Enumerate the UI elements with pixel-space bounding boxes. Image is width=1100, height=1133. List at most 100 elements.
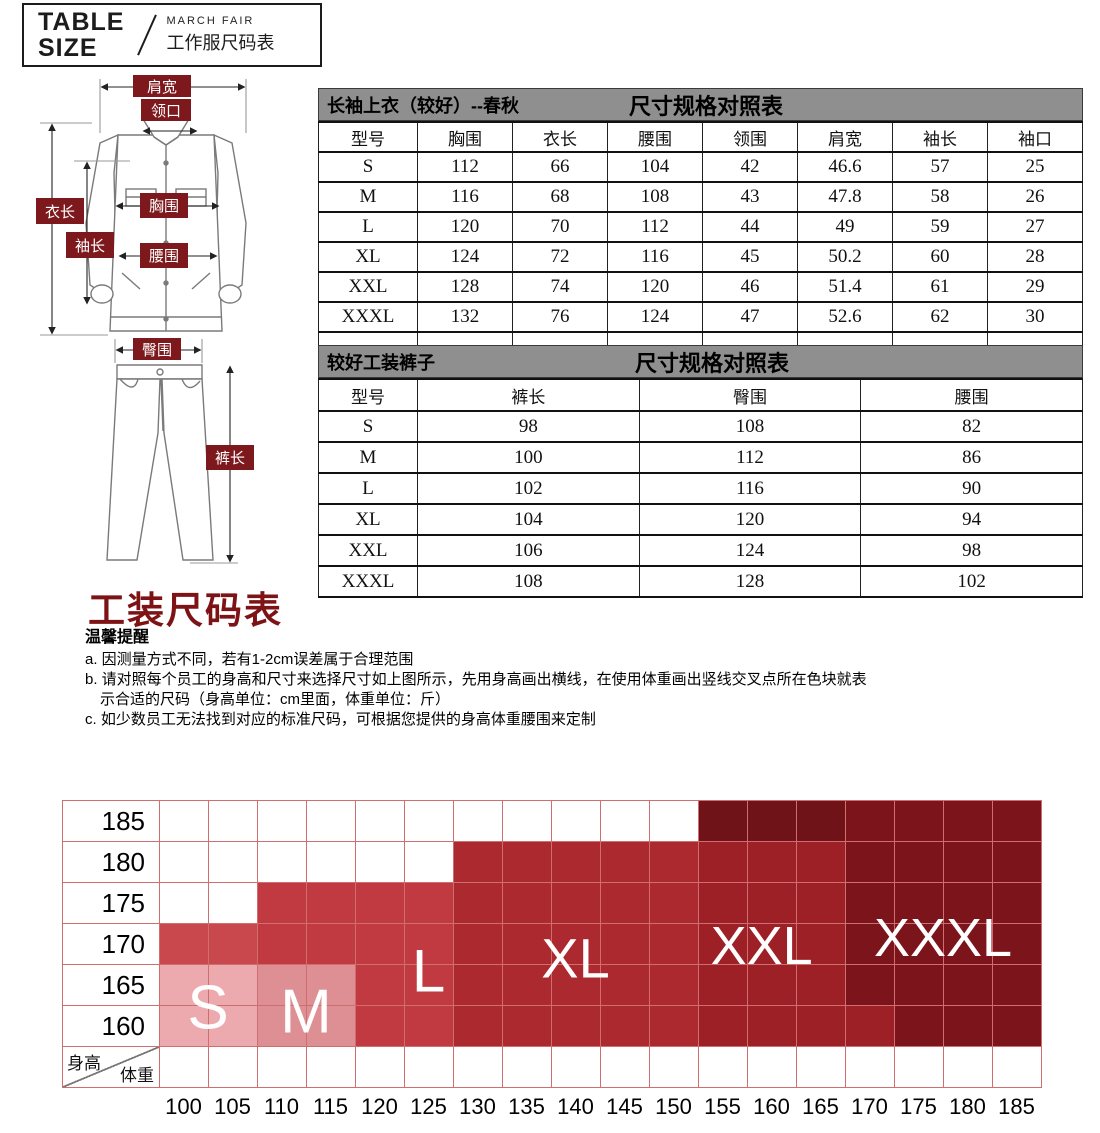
table-cell: 61 xyxy=(892,271,988,303)
weight-axis-label: 125 xyxy=(410,1094,447,1119)
weight-axis-label: 185 xyxy=(998,1094,1035,1119)
table-cell: 27 xyxy=(987,211,1083,243)
table-cell: 42 xyxy=(702,151,798,183)
weight-axis-label: 165 xyxy=(802,1094,839,1119)
table-cell: XL xyxy=(318,503,418,536)
chart-cell xyxy=(454,883,502,923)
table-cell: XL xyxy=(318,241,418,273)
table-header-row: 型号 胸围 衣长 腰围 领围 肩宽 袖长 袖口 xyxy=(318,121,1083,153)
chart-cell xyxy=(797,801,845,841)
chart-cell xyxy=(552,801,600,841)
weight-axis-label: 175 xyxy=(900,1094,937,1119)
chart-cell xyxy=(601,883,649,923)
chart-cell xyxy=(601,801,649,841)
table-cell: 47.8 xyxy=(797,181,893,213)
chart-cell xyxy=(944,801,992,841)
chart-cell xyxy=(552,883,600,923)
chart-cell xyxy=(895,842,943,882)
chart-cell xyxy=(258,965,306,1005)
chart-cell xyxy=(846,1006,894,1046)
chart-cell xyxy=(748,1047,796,1087)
column-header: 袖长 xyxy=(892,121,988,153)
chart-cell xyxy=(454,1047,502,1087)
table-header-row: 型号 裤长 臀围 腰围 xyxy=(318,378,1083,412)
chart-cell xyxy=(258,1006,306,1046)
table-row: XXXL 108 128 102 xyxy=(318,565,1083,598)
table-cell: 68 xyxy=(512,181,608,213)
table-cell: XXXL xyxy=(318,565,418,598)
chart-cell xyxy=(160,924,208,964)
table-cell: M xyxy=(318,441,418,474)
chart-cell xyxy=(797,924,845,964)
table-cell: 102 xyxy=(860,565,1083,598)
chart-cell xyxy=(454,965,502,1005)
column-header: 领围 xyxy=(702,121,798,153)
column-header: 胸围 xyxy=(417,121,513,153)
chart-cell xyxy=(209,1006,257,1046)
chart-cell xyxy=(650,924,698,964)
table-cell: 57 xyxy=(892,151,988,183)
label-garment-length: 衣长 xyxy=(36,198,84,224)
table-cell: 98 xyxy=(417,410,640,443)
garment-line-art xyxy=(40,79,247,564)
measurement-diagram: 肩宽 领口 衣长 袖长 胸围 腰围 臀围 裤长 xyxy=(30,73,320,588)
table-cell: 46 xyxy=(702,271,798,303)
weight-axis-labels: 100 105 110 115 120 125 130 135 140 145 150 155 160 1… xyxy=(159,1094,1052,1120)
table-cell: 112 xyxy=(607,211,703,243)
table-cell: 104 xyxy=(417,503,640,536)
weight-axis-label: 110 xyxy=(263,1094,300,1119)
note-c: c. 如少数员工无法找到对应的标准尺码，可根据您提供的身高体重腰围来定制 xyxy=(85,711,596,728)
chart-cell xyxy=(307,1047,355,1087)
chart-cell xyxy=(993,1047,1041,1087)
table-cell: S xyxy=(318,151,418,183)
height-axis-label: 185 xyxy=(63,801,159,841)
chart-cell xyxy=(503,842,551,882)
column-header: 衣长 xyxy=(512,121,608,153)
weight-axis-label: 170 xyxy=(851,1094,888,1119)
chart-cell xyxy=(601,1006,649,1046)
label-shoulder-width: 肩宽 xyxy=(133,75,191,97)
table-cell: 51.4 xyxy=(797,271,893,303)
note-b: b. 请对照每个员工的身高和尺寸来选择尺寸如上图所示，先用身高画出横线，在使用体… xyxy=(85,671,867,688)
height-axis-label: 180 xyxy=(63,842,159,882)
chart-cell xyxy=(895,965,943,1005)
chart-cell xyxy=(748,965,796,1005)
logo-subtitle: 工作服尺码表 xyxy=(166,33,275,53)
weight-axis-label: 120 xyxy=(361,1094,398,1119)
pants-table-title: 较好工装裤子 xyxy=(327,352,435,373)
label-sleeve-length: 袖长 xyxy=(66,232,114,258)
table-cell: 116 xyxy=(607,241,703,273)
table-row: S 98 108 82 xyxy=(318,410,1083,443)
table-cell: 120 xyxy=(417,211,513,243)
table-cell: 102 xyxy=(417,472,640,505)
table-cell: 62 xyxy=(892,301,988,333)
table-cell: 108 xyxy=(417,565,640,598)
chart-cell xyxy=(797,965,845,1005)
table-row: XXL 128 74 120 46 51.4 61 29 xyxy=(318,271,1083,303)
weight-axis-label: 140 xyxy=(557,1094,594,1119)
weight-axis-label: 105 xyxy=(214,1094,251,1119)
chart-cell xyxy=(993,883,1041,923)
table-cell: 58 xyxy=(892,181,988,213)
jacket-drawing xyxy=(85,110,247,332)
chart-cell xyxy=(993,1006,1041,1046)
table-cell: 66 xyxy=(512,151,608,183)
table-cell: 74 xyxy=(512,271,608,303)
chart-cell xyxy=(846,965,894,1005)
chart-cell xyxy=(356,883,404,923)
chart-cell xyxy=(895,1047,943,1087)
table-row: XXXL 132 76 124 47 52.6 62 30 xyxy=(318,301,1083,333)
chart-cell xyxy=(258,1047,306,1087)
chart-cell xyxy=(944,965,992,1005)
chart-cell xyxy=(699,842,747,882)
table-cell: L xyxy=(318,211,418,243)
chart-cell xyxy=(993,842,1041,882)
chart-cell xyxy=(552,1047,600,1087)
weight-axis-label: 135 xyxy=(508,1094,545,1119)
chart-cell xyxy=(748,1006,796,1046)
notes-block: 温馨提醒 a. 因测量方式不同，若有1-2cm误差属于合理范围 b. 请对照每个… xyxy=(85,628,1035,730)
weight-axis-label: 130 xyxy=(459,1094,496,1119)
chart-cell xyxy=(601,965,649,1005)
table-cell: 120 xyxy=(638,503,862,536)
chart-cell xyxy=(160,801,208,841)
